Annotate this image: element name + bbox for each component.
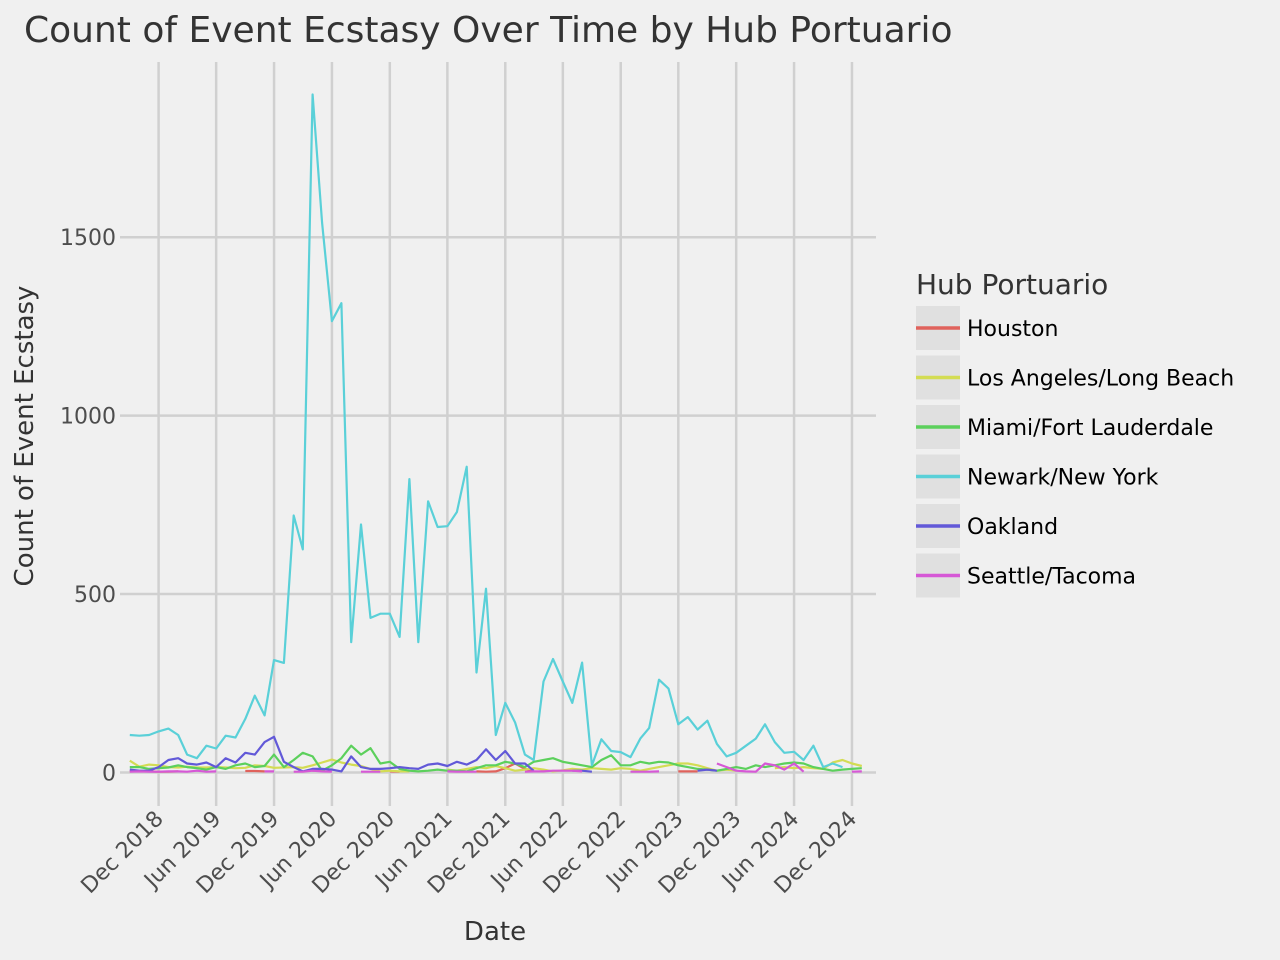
y-axis-label: Count of Event Ecstasy [10, 286, 40, 587]
legend-item: Oakland [916, 504, 1058, 548]
legend-item: Seattle/Tacoma [916, 553, 1136, 598]
series-line-miami-fort-lauderdale [129, 744, 862, 773]
legend-label: Seattle/Tacoma [967, 565, 1136, 590]
series-line-seattle-tacoma [129, 762, 862, 773]
chart-title: Count of Event Ecstasy Over Time by Hub … [24, 10, 952, 51]
legend-label: Houston [967, 317, 1058, 342]
legend-item: Newark/New York [916, 454, 1159, 499]
legend-label: Oakland [967, 515, 1058, 540]
y-tick-label: 0 [102, 761, 116, 786]
legend-title: Hub Portuario [916, 268, 1108, 301]
legend: Hub Portuario Houston Los Angeles/Long Be… [916, 268, 1234, 598]
legend-item: Los Angeles/Long Beach [916, 355, 1234, 400]
legend-item: Houston [916, 306, 1058, 350]
y-tick-labels: 0 500 1000 1500 [60, 226, 116, 786]
legend-label: Miami/Fort Lauderdale [967, 416, 1213, 441]
legend-label: Los Angeles/Long Beach [967, 367, 1234, 392]
y-tick-label: 500 [74, 583, 116, 608]
x-axis-label: Date [464, 917, 526, 947]
legend-label: Newark/New York [967, 466, 1159, 491]
series-lines [129, 93, 863, 773]
y-tick-label: 1500 [60, 226, 116, 251]
series-line-newark-new-york [129, 93, 843, 769]
grid [120, 62, 876, 806]
y-tick-label: 1000 [60, 405, 116, 430]
legend-item: Miami/Fort Lauderdale [916, 405, 1213, 449]
